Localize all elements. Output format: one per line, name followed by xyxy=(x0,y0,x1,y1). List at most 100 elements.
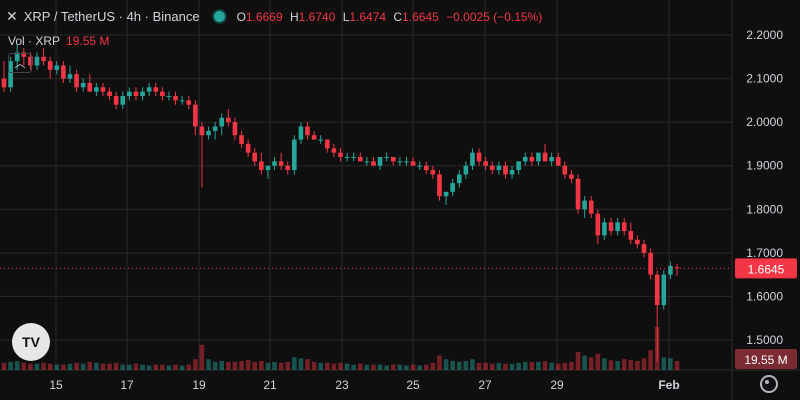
candle-body xyxy=(635,239,640,245)
volume-bar xyxy=(397,364,403,370)
volume-bar xyxy=(133,363,139,370)
candle-body xyxy=(245,143,251,153)
x-tick-label: 29 xyxy=(550,378,564,392)
volume-bar xyxy=(245,360,251,370)
volume-bar xyxy=(542,361,548,370)
candle-body xyxy=(80,82,86,88)
volume-bar xyxy=(100,363,106,370)
y-tick-label: 1.8000 xyxy=(746,202,783,216)
volume-bar xyxy=(615,361,620,370)
volume-bar xyxy=(529,361,535,370)
chevron-up-icon[interactable]: ︿ xyxy=(8,53,32,73)
volume-legend[interactable]: Vol · XRP 19.55 M xyxy=(8,34,109,48)
open-value: 1.6669 xyxy=(245,9,283,24)
volume-bar xyxy=(94,362,99,370)
tradingview-logo-icon[interactable]: TV xyxy=(12,323,50,361)
candle-body xyxy=(120,96,126,105)
volume-bar xyxy=(483,362,488,370)
candle-body xyxy=(34,56,40,66)
candle-body xyxy=(377,157,383,166)
high-value: 1.6740 xyxy=(298,9,336,24)
close-icon[interactable]: ✕ xyxy=(6,8,18,24)
volume-bar xyxy=(582,355,587,370)
low-value: 1.6474 xyxy=(349,9,387,24)
volume-bar xyxy=(331,363,337,370)
volume-badge-label: 19.55 M xyxy=(744,353,787,367)
volume-bar xyxy=(674,361,680,370)
candle-body xyxy=(232,122,238,136)
volume-bar xyxy=(555,363,561,370)
y-tick-label: 2.0000 xyxy=(746,115,783,129)
volume-bar xyxy=(621,359,627,370)
candle-body xyxy=(272,161,277,166)
candle-body xyxy=(173,96,178,101)
candle-body xyxy=(562,165,568,175)
candle-body xyxy=(351,157,357,158)
candle-body xyxy=(615,222,620,232)
volume-bar xyxy=(635,361,640,370)
y-tick-label: 2.1000 xyxy=(746,72,783,86)
volume-bar xyxy=(595,353,601,370)
candle-body xyxy=(193,104,198,127)
y-tick-label: 1.9000 xyxy=(746,159,783,173)
volume-bar xyxy=(160,364,165,370)
volume-bar xyxy=(272,361,277,370)
candle-body xyxy=(654,274,660,306)
candle-body xyxy=(437,174,442,197)
market-status-icon xyxy=(211,9,227,24)
candle-body xyxy=(146,87,152,92)
symbol-title[interactable]: XRP / TetherUS · 4h · Binance xyxy=(23,9,200,24)
candle-body xyxy=(536,152,541,162)
candle-body xyxy=(67,74,73,79)
candle-body xyxy=(127,91,132,96)
volume-bar xyxy=(14,361,20,370)
volume-bar xyxy=(423,364,429,370)
x-tick-label: 19 xyxy=(192,378,206,392)
candle-body xyxy=(259,161,264,171)
x-tick-label: 27 xyxy=(478,378,492,392)
candle-body xyxy=(397,161,403,163)
y-tick-label: 1.5000 xyxy=(746,333,783,347)
volume-bar xyxy=(206,359,211,370)
volume-bar xyxy=(140,364,145,370)
volume-bar xyxy=(8,361,13,370)
candle-body xyxy=(384,157,389,158)
volume-bar xyxy=(588,357,594,370)
volume-bar xyxy=(232,361,238,370)
volume-bar xyxy=(496,362,502,370)
volume-bar xyxy=(463,361,469,370)
y-tick-label: 1.6000 xyxy=(746,289,783,303)
candle-body xyxy=(239,135,244,144)
volume-bar xyxy=(146,365,152,370)
x-tick-label: 23 xyxy=(335,378,349,392)
candle-body xyxy=(364,161,370,163)
candle-body xyxy=(311,135,317,140)
volume-bar xyxy=(285,361,291,370)
volume-bar xyxy=(628,360,634,370)
volume-bar xyxy=(199,344,205,370)
candle-body xyxy=(496,165,502,171)
candle-body xyxy=(555,157,561,166)
candle-body xyxy=(160,91,165,96)
candle-body xyxy=(28,56,33,66)
candle-body xyxy=(404,161,409,163)
x-tick-label: 15 xyxy=(49,378,63,392)
volume-bar xyxy=(120,364,126,370)
volume-badge xyxy=(735,349,797,369)
candle-body xyxy=(463,165,469,175)
volume-bar xyxy=(470,359,475,370)
candle-body xyxy=(226,117,231,123)
candle-body xyxy=(318,139,324,141)
volume-bar xyxy=(153,364,159,370)
candle-body xyxy=(417,165,422,167)
volume-bar xyxy=(410,364,416,370)
candle-body xyxy=(371,161,376,166)
candle-body xyxy=(641,244,647,253)
candle-body xyxy=(674,267,680,269)
gear-icon[interactable] xyxy=(760,375,778,393)
volume-bar xyxy=(278,362,284,370)
x-tick-label: 25 xyxy=(406,378,420,392)
volume-bar xyxy=(54,364,60,370)
candle-body xyxy=(602,222,607,236)
